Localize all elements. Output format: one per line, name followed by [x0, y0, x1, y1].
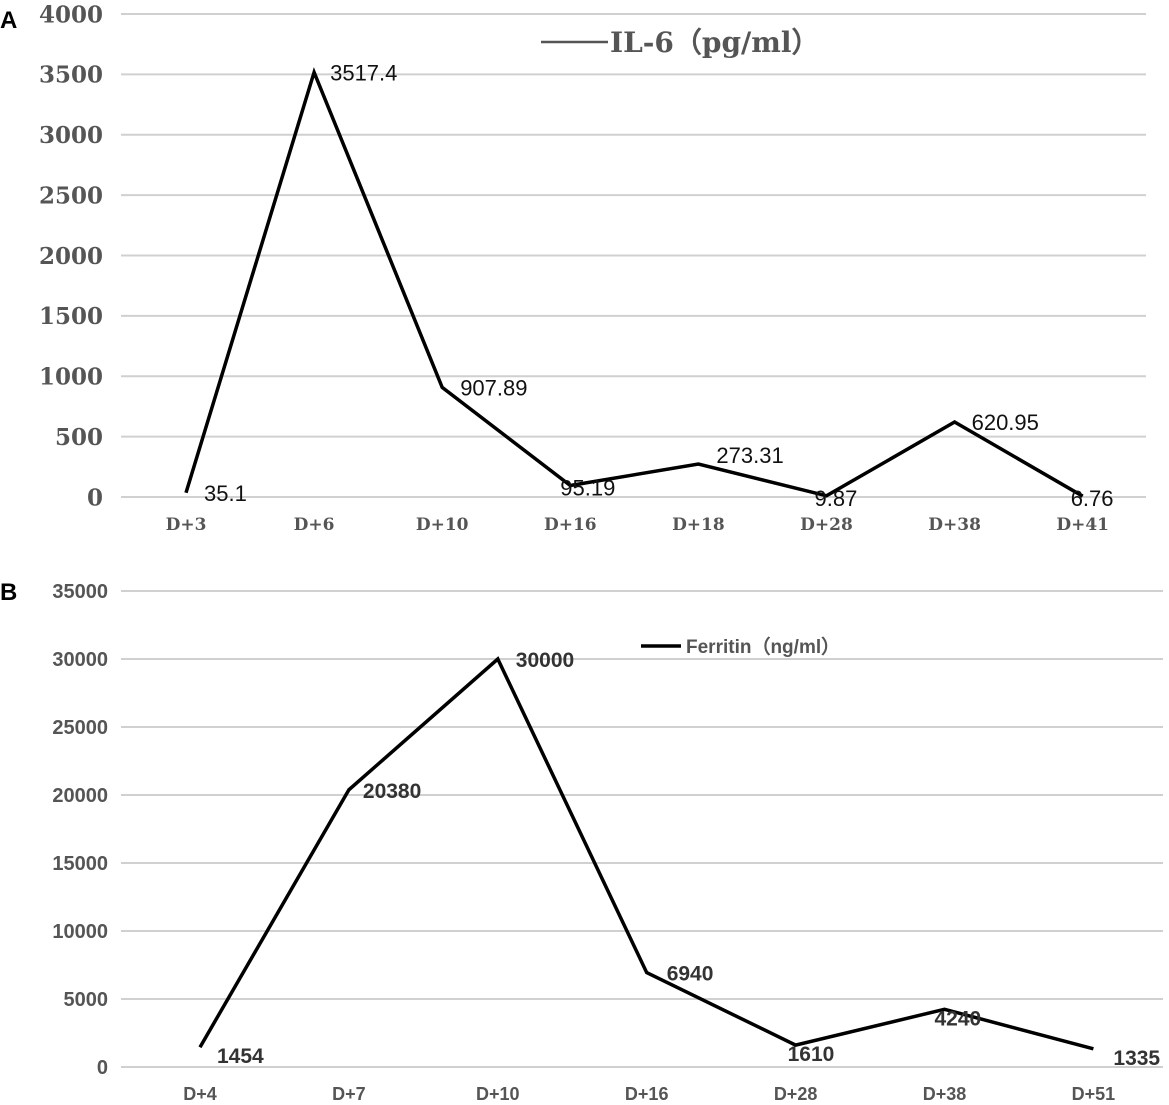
panel-b-x-tick-label: D+7 — [332, 1084, 366, 1104]
panel-a-y-tick-label: 3000 — [39, 122, 103, 149]
panel-a-y-tick-label: 0 — [87, 484, 103, 511]
panel-b-x-tick-label: D+10 — [476, 1084, 520, 1104]
panel-b-x-tick-label: D+38 — [923, 1084, 967, 1104]
panel-b-y-tick-label: 15000 — [52, 853, 108, 875]
panel-b-y-tick-label: 10000 — [52, 921, 108, 943]
panel-a-series-line — [184, 67, 1084, 498]
panel-a-x-tick-label: D+6 — [294, 515, 335, 535]
panel-b-y-ticks: 0 5000 10000 15000 20000 25000 30000 35000 — [52, 581, 108, 1079]
panel-a-y-tick-label: 1500 — [39, 303, 103, 330]
panel-a-x-tick-label: D+41 — [1056, 515, 1109, 535]
panel-b-data-label: 20380 — [363, 780, 421, 803]
panel-b-data-label: 1335 — [1113, 1047, 1160, 1070]
panel-a-y-ticks: 0 500 1000 1500 2000 2500 3000 3500 4000 — [39, 1, 103, 511]
panel-a-y-tick-label: 500 — [55, 424, 103, 451]
panel-a-letter: A — [0, 7, 17, 34]
panel-b-legend-label: Ferritin（ng/ml） — [686, 635, 840, 658]
panel-b-y-tick-label: 30000 — [52, 649, 108, 671]
panel-b-data-labels: 1454 20380 30000 6940 1610 4240 1335 — [217, 649, 1160, 1070]
panel-a-x-tick-label: D+3 — [166, 515, 207, 535]
panel-b-chart: B 0 5000 10000 15000 20000 25000 30000 35000 D+… — [0, 579, 1163, 1104]
panel-a-y-tick-label: 1000 — [39, 364, 103, 391]
panel-a-data-labels: 35.1 3517.4 907.89 95.19 273.31 9.87 620.95 6.7… — [204, 60, 1114, 511]
panel-b-data-label: 1454 — [217, 1045, 264, 1068]
panel-b-x-tick-label: D+28 — [774, 1084, 818, 1104]
panel-a-legend: IL-6（pg/ml） — [541, 26, 820, 59]
panel-a-y-tick-label: 2000 — [39, 243, 103, 270]
panel-b-y-tick-label: 25000 — [52, 717, 108, 739]
panel-b-x-ticks: D+4 D+7 D+10 D+16 D+28 D+38 D+51 — [183, 1084, 1115, 1104]
panel-b-gridlines — [121, 590, 1163, 1068]
panel-b-y-tick-label: 20000 — [52, 785, 108, 807]
panel-b-data-label: 4240 — [935, 1007, 982, 1030]
panel-b-x-tick-label: D+16 — [625, 1084, 669, 1104]
panel-a-data-label: 9.87 — [815, 486, 858, 511]
panel-a-data-label: 620.95 — [972, 410, 1039, 435]
panel-b-data-label: 6940 — [667, 963, 714, 986]
panel-b-y-tick-label: 5000 — [64, 989, 109, 1011]
panel-a-x-tick-label: D+10 — [416, 515, 469, 535]
panel-a-data-label: 6.76 — [1071, 486, 1114, 511]
panel-b-series-line — [198, 656, 1094, 1051]
panel-a-y-tick-label: 4000 — [39, 1, 103, 28]
panel-a-data-label: 273.31 — [716, 443, 783, 468]
panel-b-x-tick-label: D+51 — [1072, 1084, 1116, 1104]
panel-a-data-label: 907.89 — [460, 375, 527, 400]
panel-b-x-tick-label: D+4 — [183, 1084, 217, 1104]
panel-a-data-label: 35.1 — [204, 481, 247, 506]
panel-b-y-tick-label: 0 — [97, 1057, 108, 1079]
panel-a-legend-label: IL-6（pg/ml） — [610, 26, 820, 59]
panel-a-x-tick-label: D+16 — [544, 515, 597, 535]
panel-a-y-tick-label: 2500 — [39, 182, 103, 209]
panel-b-legend: Ferritin（ng/ml） — [641, 635, 840, 658]
panel-b-data-label: 30000 — [516, 649, 574, 672]
panel-a-data-label: 3517.4 — [330, 60, 397, 85]
panel-b-letter: B — [0, 579, 17, 606]
panel-b-data-label: 1610 — [788, 1043, 835, 1066]
panel-a-data-label: 95.19 — [560, 476, 615, 501]
panel-a-x-tick-label: D+28 — [800, 515, 853, 535]
panel-a-gridlines — [121, 13, 1146, 498]
panel-a-x-tick-label: D+18 — [672, 515, 725, 535]
panel-a-x-tick-label: D+38 — [928, 515, 981, 535]
panel-a-x-ticks: D+3 D+6 D+10 D+16 D+18 D+28 D+38 D+41 — [166, 515, 1109, 535]
panel-a-y-tick-label: 3500 — [39, 62, 103, 89]
panel-b-y-tick-label: 35000 — [52, 581, 108, 603]
